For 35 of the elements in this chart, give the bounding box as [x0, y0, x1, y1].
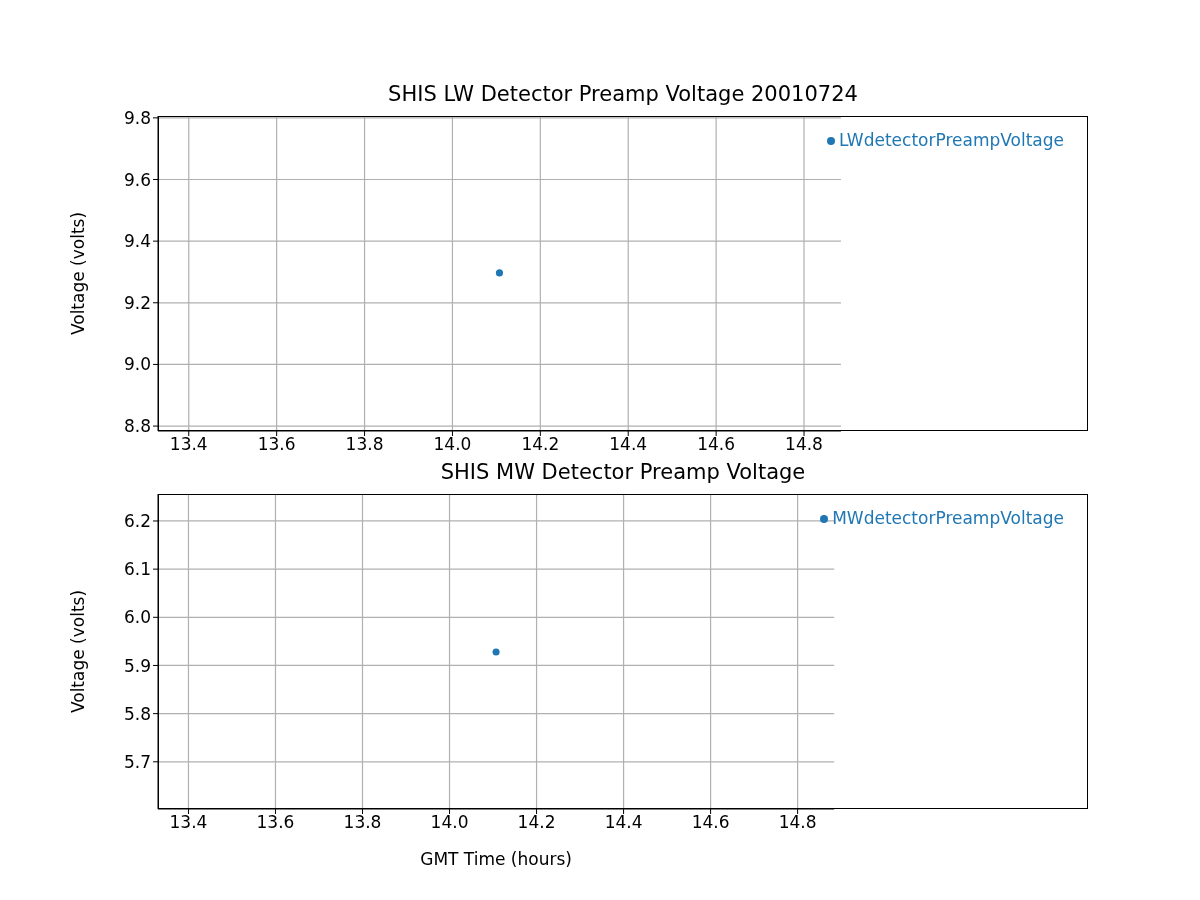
- y-axis-title: Voltage (volts): [68, 589, 89, 714]
- y-tick-label: 9.8: [123, 107, 151, 128]
- y-tick-label: 5.8: [123, 703, 151, 724]
- y-tick-label: 6.1: [123, 559, 151, 580]
- y-tick-label: 9.6: [123, 169, 151, 190]
- x-tick-label: 14.8: [785, 434, 823, 455]
- x-tick-label: 14.4: [609, 434, 648, 455]
- x-tick-label: 13.8: [343, 812, 382, 833]
- legend-label: LWdetectorPreampVoltage: [838, 130, 1064, 150]
- x-tick-label: 13.4: [169, 434, 208, 455]
- x-tick-label: 14.0: [433, 434, 472, 455]
- y-tick-label: 5.7: [123, 751, 151, 772]
- y-axis-title: Voltage (volts): [68, 211, 89, 336]
- y-tick-label: 9.2: [123, 292, 151, 313]
- x-tick-label: 14.6: [691, 812, 730, 833]
- x-tick-label: 13.6: [257, 434, 296, 455]
- y-tick-label: 5.9: [123, 655, 151, 676]
- x-tick-label: 14.0: [430, 812, 469, 833]
- y-tick-label: 8.8: [123, 416, 151, 437]
- chart-title: SHIS LW Detector Preamp Voltage 20010724: [387, 82, 859, 106]
- x-tick-label: 13.4: [169, 812, 208, 833]
- x-tick-label: 14.4: [604, 812, 643, 833]
- y-tick-label: 9.4: [123, 231, 151, 252]
- y-tick-label: 6.0: [123, 607, 151, 628]
- x-tick-label: 14.2: [517, 812, 556, 833]
- y-tick-label: 9.0: [123, 354, 151, 375]
- y-tick-label: 6.2: [123, 511, 151, 532]
- x-tick-label: 13.6: [256, 812, 295, 833]
- legend-label: MWdetectorPreampVoltage: [832, 508, 1064, 528]
- x-tick-label: 14.6: [697, 434, 736, 455]
- x-tick-label: 13.8: [345, 434, 384, 455]
- x-axis-title: GMT Time (hours): [420, 849, 572, 869]
- x-tick-label: 14.2: [521, 434, 560, 455]
- chart-title: SHIS MW Detector Preamp Voltage: [439, 460, 807, 484]
- x-tick-label: 14.8: [778, 812, 817, 833]
